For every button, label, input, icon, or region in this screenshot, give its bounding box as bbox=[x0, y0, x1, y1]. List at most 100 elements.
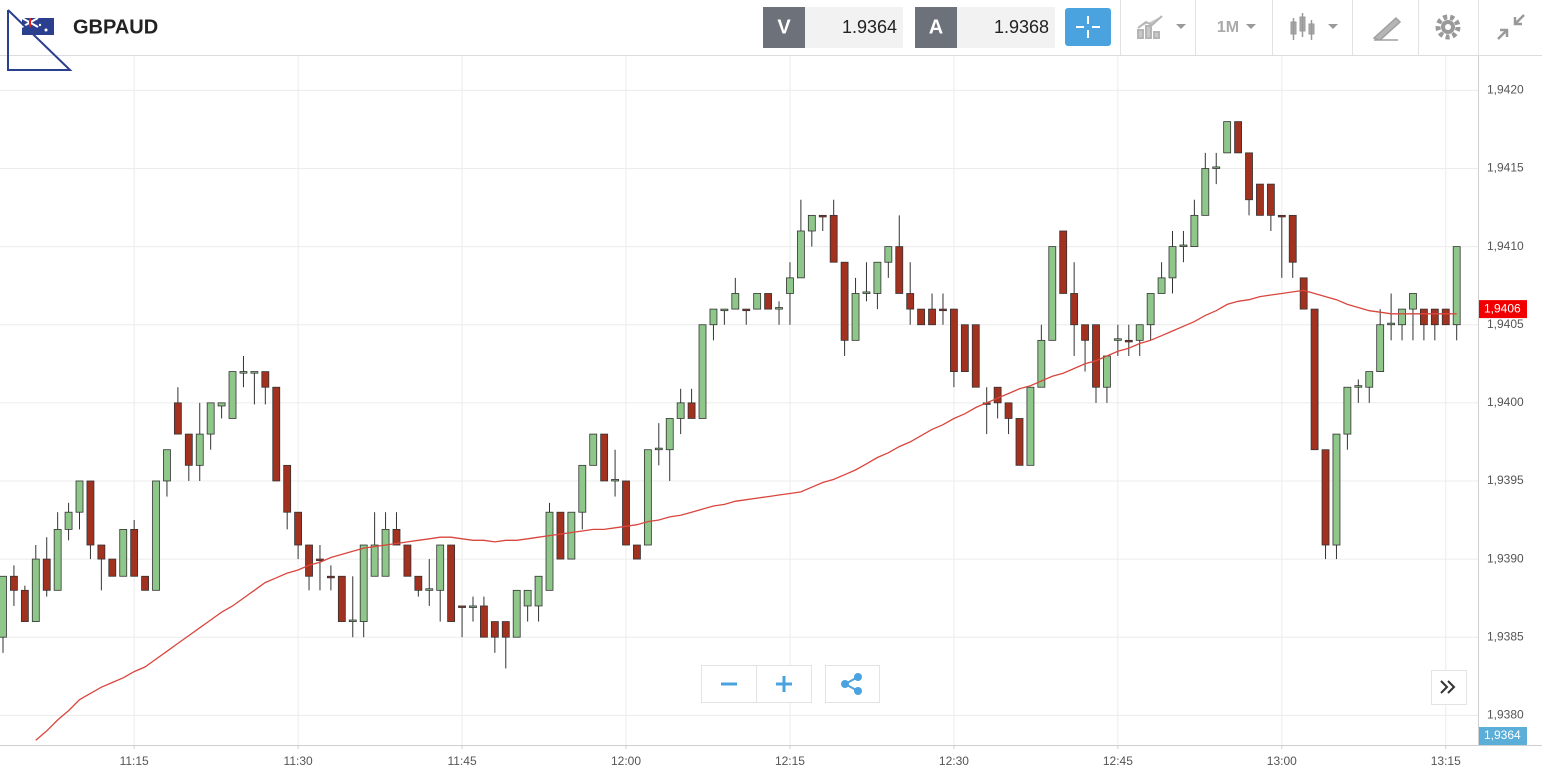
candle-body bbox=[622, 480, 630, 546]
price-tag-label: 1,9406 bbox=[1484, 301, 1521, 315]
candle-body bbox=[1452, 246, 1461, 326]
candle-body bbox=[239, 371, 248, 374]
candle-body bbox=[1179, 244, 1188, 248]
candle-body bbox=[807, 214, 816, 232]
candle-body bbox=[1070, 293, 1079, 326]
candle-body bbox=[469, 605, 477, 608]
candle-body bbox=[1113, 338, 1122, 341]
candle-body bbox=[283, 464, 292, 513]
candle-body bbox=[436, 544, 445, 591]
candles bbox=[0, 121, 1461, 669]
candle-body bbox=[720, 308, 729, 312]
candle-body bbox=[895, 246, 904, 294]
candle-body bbox=[600, 433, 609, 482]
candle-body bbox=[1201, 168, 1210, 216]
flag-icon bbox=[7, 9, 73, 71]
candle-body bbox=[1354, 385, 1363, 388]
chart-type-button[interactable] bbox=[1137, 15, 1186, 39]
draw-tool-button[interactable] bbox=[1372, 16, 1402, 41]
candle-body bbox=[1124, 339, 1133, 343]
candle-body bbox=[1146, 293, 1155, 326]
candle-body bbox=[381, 528, 390, 577]
price-tag-label: 1,9364 bbox=[1484, 728, 1521, 742]
candle-body bbox=[1256, 183, 1264, 216]
candle-body bbox=[53, 528, 62, 591]
settings-button[interactable] bbox=[1435, 14, 1461, 40]
candle-body bbox=[709, 308, 718, 326]
candle-body bbox=[1081, 324, 1089, 341]
crosshair-button[interactable] bbox=[1065, 8, 1111, 46]
candle-body bbox=[1288, 214, 1297, 263]
candle-body bbox=[917, 308, 926, 326]
candle-body bbox=[687, 402, 696, 419]
candle-body bbox=[217, 402, 226, 407]
buy-button[interactable]: A 1.9368 bbox=[915, 7, 1055, 48]
y-tick-label: 1,9405 bbox=[1487, 317, 1524, 331]
candle-body bbox=[829, 214, 838, 263]
candle-body bbox=[20, 589, 29, 622]
candle-body bbox=[1387, 322, 1396, 326]
y-tick-label: 1,9415 bbox=[1487, 161, 1524, 175]
zoom-in-button[interactable] bbox=[756, 665, 812, 703]
y-tick-label: 1,9395 bbox=[1487, 473, 1524, 487]
plot-area: 1,9380 1,9385 1,9390 1,9395 1,9400 1,9405 1,94… bbox=[0, 56, 1527, 768]
candle-body bbox=[753, 293, 762, 310]
candle-body bbox=[545, 511, 554, 591]
candle-body bbox=[1441, 308, 1450, 326]
candle-body bbox=[851, 293, 860, 341]
price-tag-box bbox=[1479, 300, 1527, 319]
candle-body bbox=[1234, 121, 1242, 154]
candle-body bbox=[556, 511, 565, 560]
y-tick-label: 1,9400 bbox=[1487, 395, 1524, 409]
moving-average-line bbox=[35, 289, 1457, 741]
candle-body bbox=[665, 418, 674, 451]
candle-body bbox=[1037, 339, 1046, 388]
candle-body bbox=[1409, 293, 1417, 310]
candle-body bbox=[447, 544, 456, 622]
candle-body bbox=[796, 230, 805, 279]
candle-body bbox=[873, 261, 882, 294]
candle-body bbox=[490, 621, 499, 638]
zoom-out-button[interactable] bbox=[701, 665, 757, 703]
candle-style-button[interactable] bbox=[1290, 13, 1338, 40]
buy-price: 1.9368 bbox=[994, 17, 1049, 37]
x-tick-label: 12:45 bbox=[1103, 754, 1133, 768]
candle-body bbox=[1321, 449, 1330, 546]
candle-body bbox=[1245, 152, 1253, 201]
candle-body bbox=[337, 575, 346, 622]
x-tick-label: 12:00 bbox=[611, 754, 641, 768]
candle-body bbox=[971, 324, 980, 388]
candle-body bbox=[862, 291, 871, 294]
price-tag: 1,9364 bbox=[1479, 727, 1527, 745]
candle-body bbox=[611, 478, 619, 482]
candle-body bbox=[1026, 386, 1035, 466]
candle-body bbox=[228, 371, 237, 419]
candle-body bbox=[1135, 324, 1144, 341]
candle-body bbox=[130, 528, 139, 577]
candle-body bbox=[1332, 433, 1341, 546]
collapse-button[interactable] bbox=[1497, 14, 1525, 40]
candle-body bbox=[501, 621, 510, 638]
candle-body bbox=[1376, 324, 1385, 372]
candle-body bbox=[272, 386, 281, 482]
share-button[interactable] bbox=[825, 665, 880, 703]
candle-body bbox=[775, 307, 783, 310]
y-tick-label: 1,9385 bbox=[1487, 629, 1524, 643]
candle-body bbox=[425, 588, 434, 591]
candle-body bbox=[950, 308, 958, 372]
candle-body bbox=[0, 575, 7, 638]
candle-body bbox=[676, 402, 685, 419]
candle-body bbox=[348, 619, 357, 622]
candle-body bbox=[1004, 402, 1013, 419]
timeframe-button[interactable]: 1M bbox=[1217, 19, 1256, 36]
sell-button[interactable]: V 1.9364 bbox=[763, 7, 903, 48]
candle-body bbox=[392, 528, 401, 546]
scroll-end-button[interactable] bbox=[1431, 670, 1467, 705]
candle-body bbox=[764, 293, 772, 310]
candle-body bbox=[294, 511, 303, 546]
candle-body bbox=[633, 544, 641, 560]
price-tag: 1,9406 bbox=[1479, 300, 1527, 319]
buy-label: A bbox=[929, 16, 943, 38]
candle-body bbox=[840, 261, 849, 341]
candle-body bbox=[1266, 183, 1275, 216]
